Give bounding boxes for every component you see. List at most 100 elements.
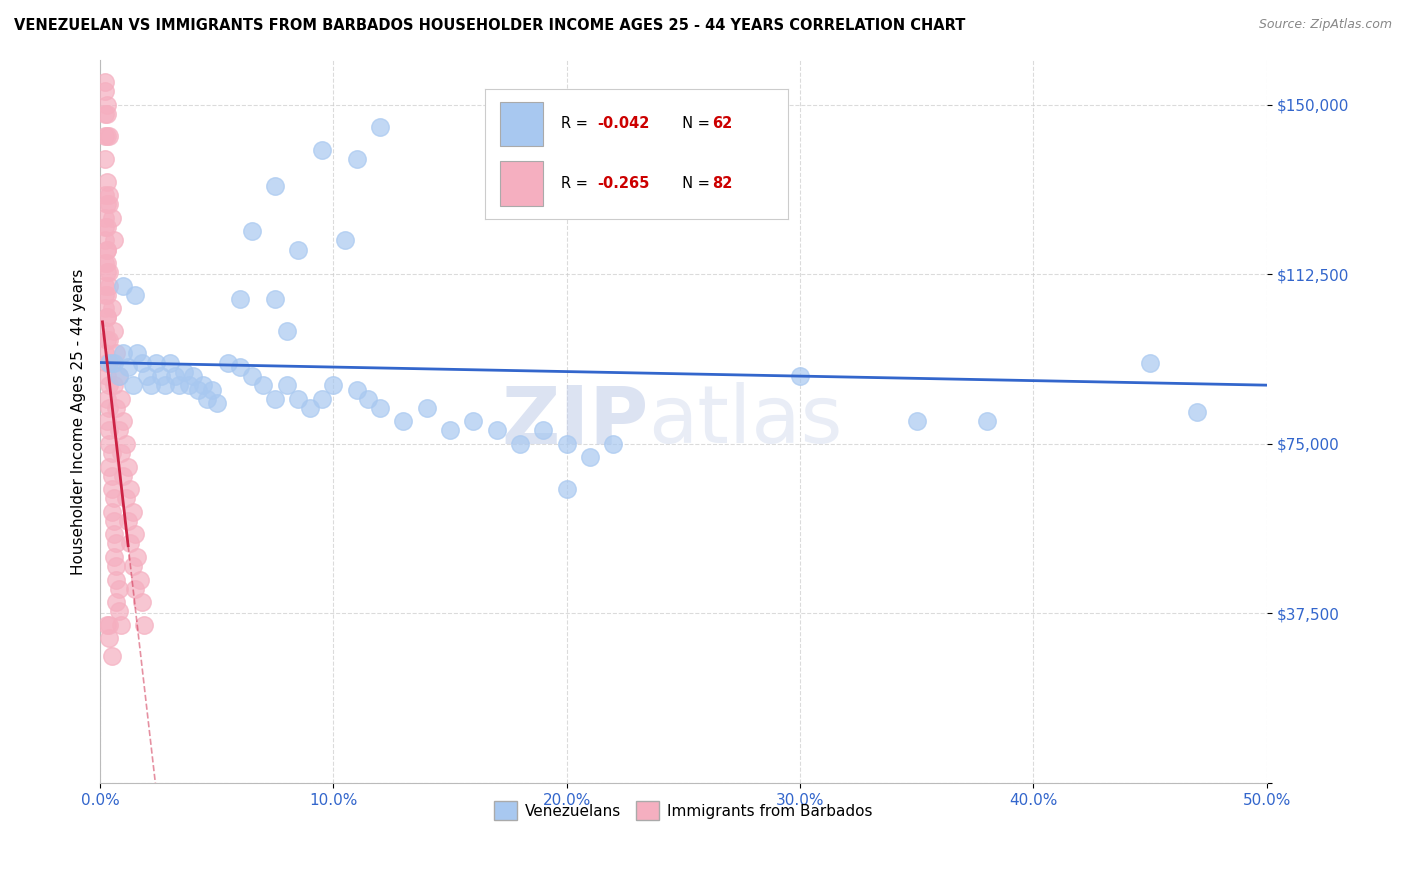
Point: [96, 129, 118, 144]
Point: [105, 595, 128, 609]
Point: [94, 75, 117, 89]
Point: [96, 287, 118, 301]
Point: [96, 243, 118, 257]
Point: [110, 392, 132, 406]
Point: [155, 378, 177, 392]
Point: [240, 369, 263, 384]
Point: [299, 401, 322, 415]
Point: [105, 401, 128, 415]
Point: [187, 383, 209, 397]
Point: [124, 287, 146, 301]
Point: [94, 129, 117, 144]
Point: [121, 505, 143, 519]
Point: [357, 392, 380, 406]
Point: [101, 482, 124, 496]
Point: [121, 559, 143, 574]
Point: [127, 346, 149, 360]
Point: [173, 365, 195, 379]
Point: [96, 617, 118, 632]
Point: [110, 446, 132, 460]
Legend: Venezuelans, Immigrants from Barbados: Venezuelans, Immigrants from Barbados: [488, 795, 879, 826]
Point: [103, 378, 125, 392]
Point: [128, 573, 150, 587]
Point: [368, 120, 391, 135]
Point: [98, 632, 121, 646]
Point: [98, 423, 121, 437]
Point: [183, 369, 205, 384]
Point: [101, 649, 124, 664]
Point: [96, 265, 118, 279]
Point: [96, 369, 118, 384]
Point: [311, 143, 333, 157]
Point: [96, 98, 118, 112]
Point: [141, 378, 163, 392]
Point: [94, 256, 117, 270]
Point: [602, 437, 624, 451]
Point: [107, 369, 129, 384]
Point: [264, 292, 287, 306]
Point: [1139, 355, 1161, 369]
Point: [98, 378, 121, 392]
Point: [105, 346, 128, 360]
Point: [112, 414, 135, 428]
Point: [94, 287, 117, 301]
Point: [112, 346, 135, 360]
Point: [101, 505, 124, 519]
Point: [96, 333, 118, 347]
Point: [103, 514, 125, 528]
Point: [96, 414, 118, 428]
Y-axis label: Householder Income Ages 25 - 44 years: Householder Income Ages 25 - 44 years: [72, 268, 86, 574]
Point: [105, 536, 128, 550]
Point: [103, 324, 125, 338]
Point: [107, 369, 129, 384]
Text: ZIP: ZIP: [501, 383, 648, 460]
Point: [94, 301, 117, 316]
Point: [463, 414, 485, 428]
Point: [346, 383, 368, 397]
Point: [120, 536, 142, 550]
Point: [103, 527, 125, 541]
Point: [101, 211, 124, 225]
Point: [117, 360, 139, 375]
Point: [205, 396, 228, 410]
Point: [789, 369, 811, 384]
Point: [145, 355, 167, 369]
Point: [103, 355, 125, 369]
Point: [94, 188, 117, 202]
Point: [311, 392, 333, 406]
Point: [103, 234, 125, 248]
Point: [117, 459, 139, 474]
Point: [101, 355, 124, 369]
Point: [94, 152, 117, 166]
Point: [579, 450, 602, 465]
Point: [135, 369, 157, 384]
Text: atlas: atlas: [648, 383, 842, 460]
Point: [287, 392, 309, 406]
Point: [264, 392, 287, 406]
Point: [346, 152, 368, 166]
Point: [98, 333, 121, 347]
Point: [976, 414, 998, 428]
Point: [101, 468, 124, 483]
Point: [229, 360, 252, 375]
Point: [555, 437, 578, 451]
Point: [112, 278, 135, 293]
Point: [533, 423, 555, 437]
Point: [197, 392, 219, 406]
Point: [276, 324, 298, 338]
Point: [94, 278, 117, 293]
Point: [264, 179, 287, 194]
Point: [103, 491, 125, 506]
Point: [416, 401, 439, 415]
Point: [121, 378, 143, 392]
Point: [98, 617, 121, 632]
Point: [114, 491, 136, 506]
Point: [96, 355, 118, 369]
Point: [117, 514, 139, 528]
Point: [94, 84, 117, 98]
Point: [98, 355, 121, 369]
Point: [134, 617, 156, 632]
Point: [131, 595, 153, 609]
Point: [103, 549, 125, 564]
Point: [124, 582, 146, 596]
